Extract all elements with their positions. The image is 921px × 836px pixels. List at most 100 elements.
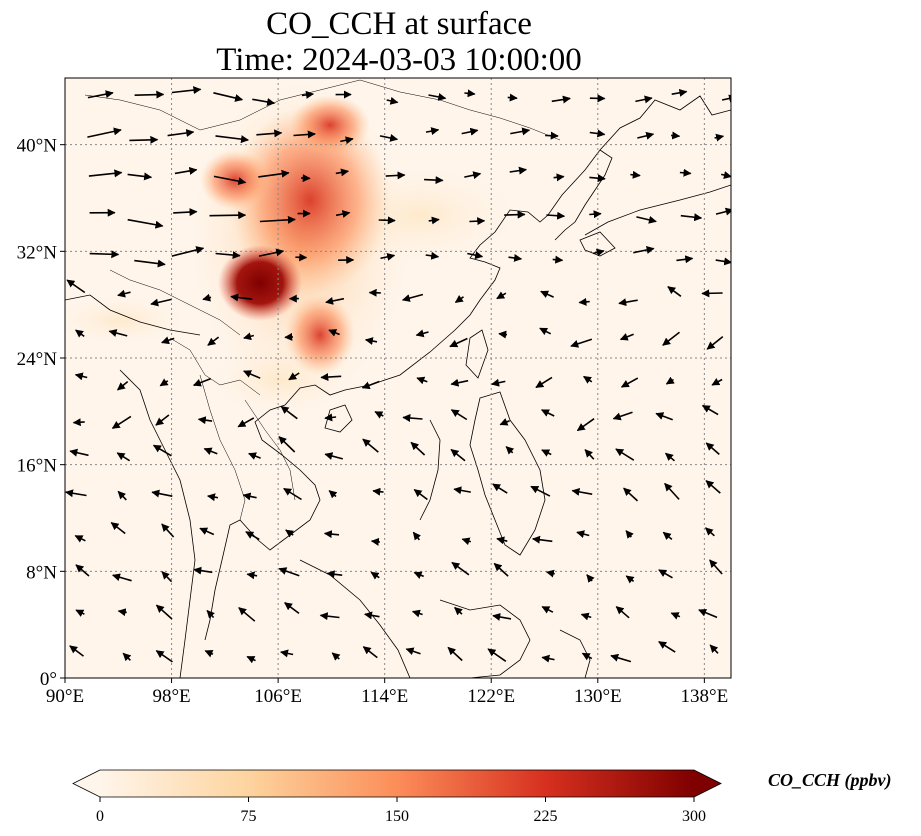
wind-arrow xyxy=(424,176,444,185)
wind-arrow xyxy=(116,380,129,391)
wind-arrow xyxy=(361,380,380,390)
wind-arrow xyxy=(259,215,296,224)
wind-arrow xyxy=(499,418,510,426)
wind-arrow xyxy=(615,606,630,619)
wind-arrow xyxy=(721,171,731,179)
wind-arrow xyxy=(492,613,512,621)
wind-arrow xyxy=(284,602,300,615)
colorbar-tick-label: 75 xyxy=(241,808,257,825)
wind-arrow xyxy=(449,337,468,348)
wind-arrow xyxy=(87,90,114,99)
wind-arrow xyxy=(510,127,531,136)
wind-arrow xyxy=(89,250,120,259)
wind-arrow xyxy=(252,98,276,106)
colorbar-ticks: 0 75 150 225 300 xyxy=(96,797,706,825)
wind-arrow xyxy=(280,405,298,420)
wind-arrow xyxy=(280,649,294,658)
wind-arrow xyxy=(209,211,247,220)
wind-arrow xyxy=(498,330,508,339)
wind-arrow xyxy=(288,372,300,381)
wind-arrow xyxy=(111,415,132,429)
wind-arrow xyxy=(192,377,212,387)
wind-arrow xyxy=(380,252,396,261)
wind-arrow xyxy=(625,530,634,539)
wind-arrow xyxy=(541,605,554,614)
map-title: CO_CCH at surface xyxy=(266,6,532,42)
wind-arrow xyxy=(402,414,423,422)
wind-arrow xyxy=(204,650,214,658)
wind-arrow xyxy=(714,133,725,142)
wind-arrow xyxy=(362,646,378,659)
wind-arrow xyxy=(425,127,440,136)
lat-tick-label: 40°N xyxy=(17,136,58,157)
wind-arrow xyxy=(72,418,85,427)
wind-arrow xyxy=(428,93,447,101)
wind-arrow xyxy=(364,337,378,345)
wind-arrow xyxy=(370,571,380,580)
wind-arrow xyxy=(492,483,508,494)
wind-arrow xyxy=(705,527,715,537)
wind-arrow xyxy=(364,611,380,620)
map-frame xyxy=(64,77,732,679)
wind-arrow xyxy=(167,129,195,137)
wind-arrow xyxy=(658,569,673,579)
wind-arrow xyxy=(335,210,351,218)
wind-arrow xyxy=(127,218,164,229)
wind-arrow xyxy=(658,641,676,653)
wind-arrow xyxy=(461,127,479,136)
wind-arrow xyxy=(464,89,476,98)
wind-arrow xyxy=(461,537,472,546)
wind-arrow xyxy=(116,452,131,462)
wind-arrow xyxy=(155,650,173,663)
wind-arrow xyxy=(174,166,198,175)
wind-arrow xyxy=(507,93,518,102)
wind-arrow xyxy=(618,298,638,307)
wind-arrow xyxy=(405,647,421,656)
wind-arrow xyxy=(545,569,555,578)
wind-arrow xyxy=(581,652,593,661)
wind-arrow xyxy=(680,213,703,222)
wind-arrow xyxy=(213,175,247,186)
wind-arrow xyxy=(171,246,205,257)
wind-arrow xyxy=(258,248,285,257)
longitude-axis: 90°E 98°E 106°E 114°E 122°E 130°E 138°E xyxy=(46,678,728,707)
wind-arrow xyxy=(493,562,509,577)
wind-arrow xyxy=(151,489,173,498)
wind-arrow xyxy=(505,446,515,455)
wind-arrow xyxy=(671,88,688,97)
lon-tick-label: 106°E xyxy=(254,686,302,707)
wind-arrow xyxy=(278,567,300,577)
wind-arrow xyxy=(323,530,340,539)
wind-arrow xyxy=(450,448,466,462)
wind-arrow xyxy=(553,173,565,182)
wind-arrow xyxy=(667,286,682,297)
wind-arrow xyxy=(110,521,126,535)
map-subtitle: Time: 2024-03-03 10:00:00 xyxy=(216,42,582,78)
wind-arrow xyxy=(161,336,175,345)
wind-arrow xyxy=(413,488,428,501)
wind-arrow xyxy=(159,378,169,387)
wind-arrow xyxy=(637,131,655,140)
wind-arrow xyxy=(243,332,255,341)
wind-arrow xyxy=(584,449,595,460)
wind-arrow xyxy=(152,444,172,457)
wind-arrow xyxy=(155,604,173,620)
wind-arrow xyxy=(246,571,258,580)
wind-arrow xyxy=(447,646,463,662)
lat-tick-label: 32°N xyxy=(17,242,58,263)
colorbar-label: CO_CCH (ppbv) xyxy=(768,770,892,790)
wind-arrow xyxy=(671,131,681,140)
wind-arrow xyxy=(161,571,173,583)
wind-arrow xyxy=(721,94,731,103)
wind-arrow xyxy=(453,486,471,495)
wind-arrow xyxy=(325,297,345,305)
wind-arrow xyxy=(532,535,553,544)
wind-arrow xyxy=(88,169,123,178)
wind-arrow xyxy=(324,413,337,422)
wind-arrow xyxy=(74,372,88,381)
colorbar-tick-label: 0 xyxy=(96,808,104,825)
wind-arrow xyxy=(379,134,399,142)
wind-arrow xyxy=(237,417,255,428)
wind-arrow xyxy=(258,169,290,178)
wind-arrow xyxy=(425,251,440,260)
